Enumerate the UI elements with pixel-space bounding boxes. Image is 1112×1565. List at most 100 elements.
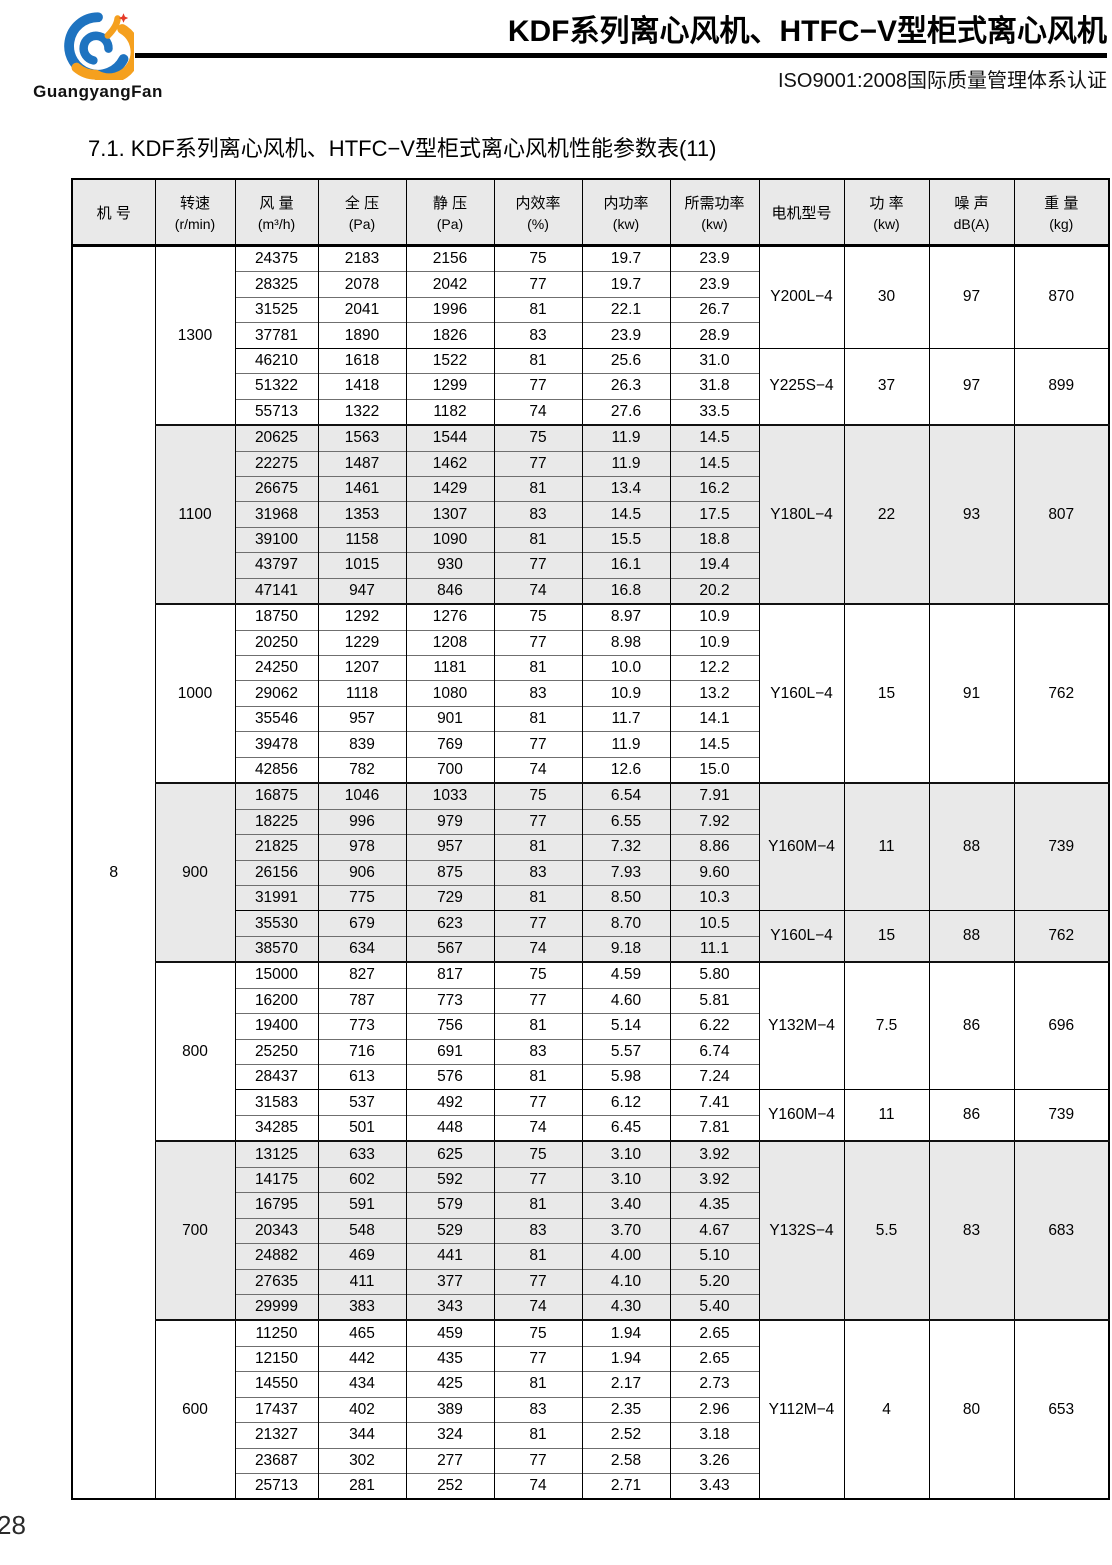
air-flow-value: 39100 — [234, 526, 319, 553]
required-power-value: 4.35 — [669, 1192, 760, 1219]
total-pressure-value: 1487 — [317, 450, 407, 477]
speed-cell: 1300 — [154, 244, 236, 426]
total-pressure-value: 302 — [317, 1447, 407, 1474]
table-row: 35530 679 623 77 8.70 10.5 Y160L−4 15 88 762 — [72, 910, 1110, 963]
total-pressure-value: 1322 — [317, 398, 407, 426]
speed-cell: 1000 — [154, 603, 236, 784]
table-row: 12150 442 435 77 1.94 2.65 — [72, 1345, 1109, 1372]
static-pressure-value: 377 — [405, 1268, 495, 1295]
internal-power-value: 4.00 — [581, 1243, 671, 1269]
static-pressure-value: 448 — [405, 1114, 495, 1142]
air-flow-value: 37781 — [234, 322, 319, 349]
required-power-value: 17.5 — [669, 501, 760, 528]
column-label: 功 率 — [869, 195, 904, 212]
static-pressure-value: 1181 — [405, 654, 495, 681]
internal-power-value: 16.8 — [581, 577, 671, 605]
required-power-value: 2.96 — [669, 1396, 760, 1423]
total-pressure-value: 827 — [317, 961, 407, 989]
required-power-value: 5.81 — [669, 987, 760, 1014]
total-pressure-value: 537 — [317, 1089, 407, 1116]
column-header-noise: 噪 声 dB(A) — [928, 178, 1015, 247]
motor-power-cell: 37 — [843, 347, 930, 426]
internal-power-value: 11.9 — [581, 731, 671, 758]
efficiency-value: 81 — [493, 1422, 583, 1449]
static-pressure-value: 389 — [405, 1396, 495, 1423]
air-flow-value: 22275 — [234, 450, 319, 477]
motor-power-cell: 11 — [843, 782, 930, 911]
motor-power-cell: 4 — [843, 1319, 930, 1500]
noise-cell: 83 — [928, 1140, 1015, 1321]
column-label: 转速 — [179, 195, 210, 212]
efficiency-value: 81 — [493, 1243, 583, 1269]
static-pressure-value: 1080 — [405, 680, 495, 707]
noise-cell: 97 — [928, 244, 1015, 349]
efficiency-value: 81 — [493, 884, 583, 911]
air-flow-value: 55713 — [234, 398, 319, 426]
required-power-value: 14.5 — [669, 450, 760, 477]
required-power-value: 3.92 — [669, 1166, 760, 1193]
efficiency-value: 75 — [493, 424, 583, 451]
static-pressure-value: 1090 — [405, 526, 495, 553]
required-power-value: 3.26 — [669, 1447, 760, 1474]
efficiency-value: 75 — [493, 782, 583, 810]
table-row: 37781 1890 1826 83 23.9 28.9 — [72, 322, 1109, 349]
static-pressure-value: 846 — [405, 577, 495, 605]
static-pressure-value: 700 — [405, 756, 495, 784]
total-pressure-value: 787 — [317, 987, 407, 1014]
efficiency-value: 77 — [493, 1345, 583, 1372]
required-power-value: 7.92 — [669, 808, 760, 835]
noise-cell: 86 — [928, 961, 1015, 1090]
total-pressure-value: 1563 — [317, 424, 407, 451]
required-power-value: 23.9 — [669, 271, 760, 298]
static-pressure-value: 773 — [405, 987, 495, 1014]
air-flow-value: 27635 — [234, 1268, 319, 1295]
static-pressure-value: 1033 — [405, 782, 495, 810]
column-header-required-power: 所需功率 (kw) — [669, 178, 760, 247]
efficiency-value: 74 — [493, 1473, 583, 1500]
noise-cell: 80 — [928, 1319, 1015, 1500]
table-row: 35546 957 901 81 11.7 14.1 — [72, 705, 1109, 732]
total-pressure-value: 947 — [317, 577, 407, 605]
iso-certification-text: ISO9001:2008国际质量管理体系认证 — [778, 70, 1107, 92]
total-pressure-value: 775 — [317, 884, 407, 911]
internal-power-value: 6.55 — [581, 808, 671, 835]
table-row: 20343 548 529 83 3.70 4.67 — [72, 1217, 1109, 1244]
air-flow-value: 14175 — [234, 1166, 319, 1193]
required-power-value: 16.2 — [669, 475, 760, 502]
weight-cell: 870 — [1013, 244, 1110, 349]
internal-power-value: 4.30 — [581, 1293, 671, 1321]
internal-power-value: 22.1 — [581, 296, 671, 323]
internal-power-value: 1.94 — [581, 1345, 671, 1372]
static-pressure-value: 1307 — [405, 501, 495, 528]
total-pressure-value: 402 — [317, 1396, 407, 1423]
table-row: 55713 1322 1182 74 27.6 33.5 — [72, 398, 1109, 426]
column-label: 内功率 — [603, 195, 649, 212]
efficiency-value: 77 — [493, 1166, 583, 1193]
table-row: 14175 602 592 77 3.10 3.92 — [72, 1166, 1109, 1193]
internal-power-value: 19.7 — [581, 271, 671, 298]
air-flow-value: 46210 — [234, 347, 319, 374]
section-title: 7.1. KDF系列离心风机、HTFC−V型柜式离心风机性能参数表(11) — [88, 136, 717, 161]
static-pressure-value: 425 — [405, 1371, 495, 1398]
efficiency-value: 74 — [493, 577, 583, 605]
table-row: 1100 20625 1563 1544 75 11.9 14.5 Y180L−4 22 93 80… — [72, 424, 1110, 605]
air-flow-value: 34285 — [234, 1114, 319, 1142]
required-power-value: 20.2 — [669, 577, 760, 605]
motor-model-cell: Y160L−4 — [758, 910, 845, 963]
required-power-value: 6.22 — [669, 1013, 760, 1040]
total-pressure-value: 442 — [317, 1345, 407, 1372]
required-power-value: 31.0 — [669, 347, 760, 374]
static-pressure-value: 1299 — [405, 373, 495, 400]
table-row: 31968 1353 1307 83 14.5 17.5 — [72, 501, 1109, 528]
efficiency-value: 77 — [493, 910, 583, 937]
required-power-value: 7.41 — [669, 1089, 760, 1116]
column-unit: dB(A) — [953, 216, 990, 232]
air-flow-value: 19400 — [234, 1013, 319, 1040]
static-pressure-value: 277 — [405, 1447, 495, 1474]
required-power-value: 14.5 — [669, 424, 760, 451]
motor-power-cell: 5.5 — [843, 1140, 930, 1321]
total-pressure-value: 1353 — [317, 501, 407, 528]
internal-power-value: 3.10 — [581, 1140, 671, 1168]
static-pressure-value: 492 — [405, 1089, 495, 1116]
motor-model-cell: Y160M−4 — [758, 1089, 845, 1142]
